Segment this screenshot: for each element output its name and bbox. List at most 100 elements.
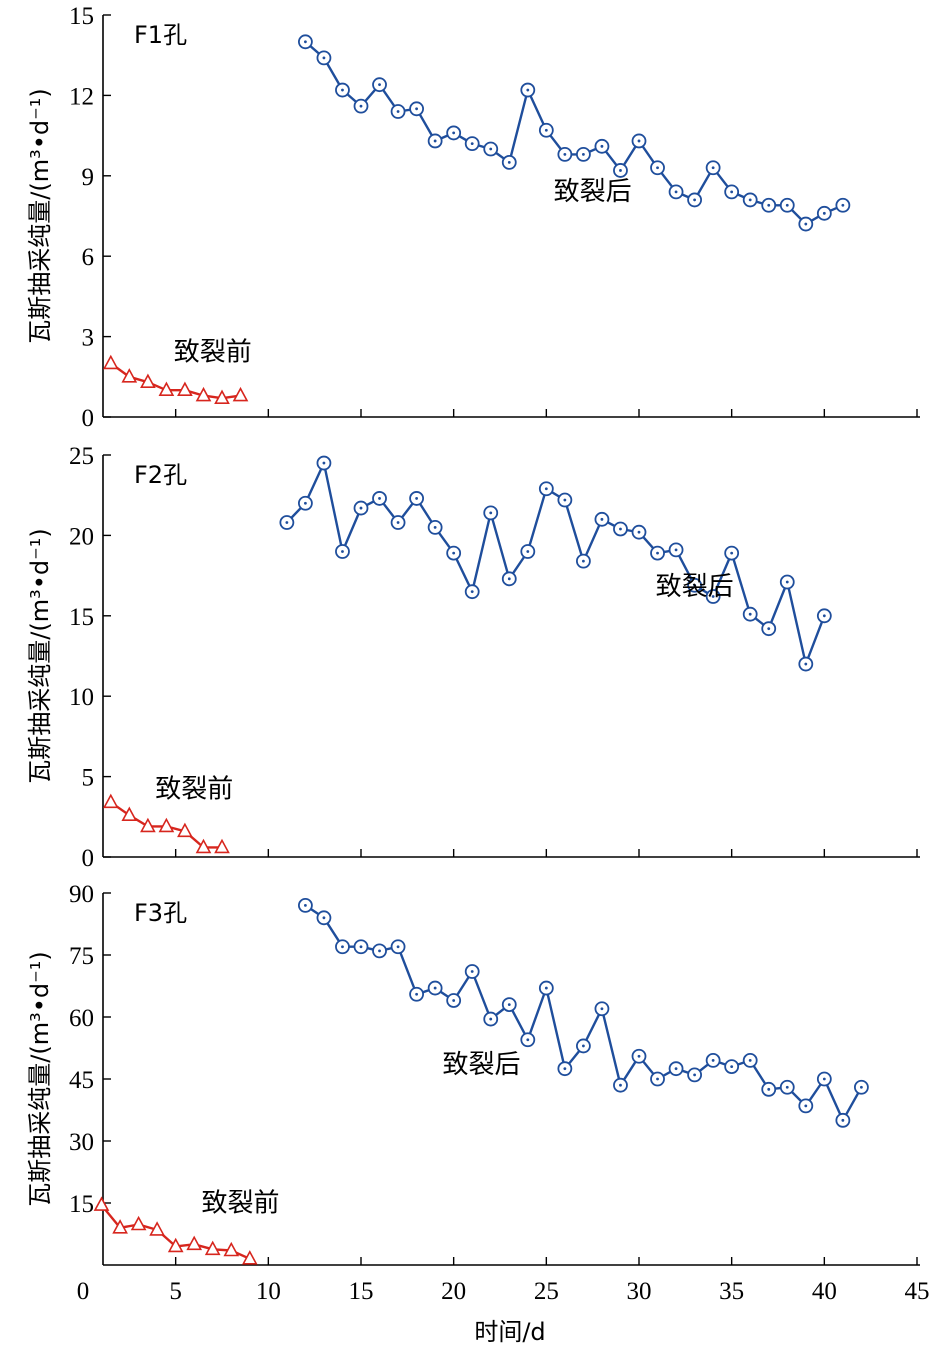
y-tick-label: 0 — [82, 845, 95, 872]
data-point-center — [711, 166, 715, 170]
x-tick-label: 20 — [441, 1278, 466, 1305]
series-after — [279, 455, 832, 672]
panel-label: F3孔 — [134, 899, 187, 927]
annotation-label: 致裂前 — [202, 1188, 280, 1218]
data-point-center — [359, 104, 363, 108]
data-point-center — [711, 595, 715, 598]
data-point-center — [544, 128, 548, 132]
data-point-center — [526, 1038, 530, 1042]
data-point-center — [452, 131, 456, 135]
y-tick-label: 60 — [69, 1005, 94, 1032]
panel-label: F2孔 — [134, 461, 187, 489]
data-point-center — [582, 152, 585, 156]
x-tick-label: 30 — [627, 1278, 652, 1305]
data-point-center — [674, 1067, 678, 1071]
data-point-center — [359, 506, 363, 510]
data-point-center — [637, 1054, 641, 1058]
y-tick-label: 75 — [69, 943, 94, 970]
data-point-center — [619, 1083, 622, 1087]
y-axis-title: 瓦斯抽采纯量/(m³•d⁻¹) — [26, 528, 54, 784]
annotation-label: 致裂后 — [554, 177, 632, 207]
y-tick-label: 15 — [69, 3, 94, 30]
data-point-center — [322, 56, 326, 60]
y-tick-label: 0 — [82, 405, 95, 432]
series-before — [102, 354, 249, 405]
data-point-center — [526, 88, 530, 92]
y-tick-label: 6 — [82, 244, 95, 271]
annotation-label: 致裂前 — [155, 775, 233, 805]
data-point-center — [489, 511, 493, 515]
x-tick-label: 45 — [905, 1278, 930, 1305]
data-point-center — [637, 139, 641, 143]
data-point-center — [730, 1065, 734, 1068]
data-point-center — [563, 1067, 567, 1071]
x-tick-label: 25 — [534, 1278, 559, 1305]
y-axis-title: 瓦斯抽采纯量/(m³•d⁻¹) — [26, 88, 54, 344]
data-point — [140, 817, 156, 833]
data-point-center — [860, 1085, 863, 1089]
data-point-center — [582, 1044, 585, 1048]
x-tick-label: 0 — [77, 1278, 90, 1305]
series-line — [304, 904, 863, 1122]
data-point-center — [322, 461, 326, 465]
data-point-center — [600, 144, 604, 148]
data-point — [121, 368, 138, 383]
data-point-center — [582, 559, 585, 563]
data-point — [102, 354, 119, 370]
data-point-center — [415, 497, 418, 500]
y-tick-label: 45 — [69, 1067, 94, 1094]
data-point-center — [730, 190, 734, 194]
data-point-center — [507, 577, 511, 581]
data-point-center — [452, 551, 456, 555]
y-tick-label: 12 — [69, 83, 94, 110]
y-tick-label: 10 — [69, 684, 94, 711]
data-point — [232, 386, 249, 402]
y-tick-label: 15 — [69, 604, 94, 631]
y-tick-label: 9 — [82, 164, 95, 191]
data-point-center — [341, 945, 344, 949]
panel-label: F1孔 — [134, 21, 187, 49]
data-point-center — [470, 142, 474, 146]
data-point-center — [396, 521, 400, 524]
data-point-center — [619, 527, 622, 531]
data-point-center — [526, 550, 530, 553]
x-tick-label: 35 — [719, 1278, 744, 1305]
series-line — [286, 461, 826, 666]
data-point-center — [415, 992, 418, 996]
data-point-center — [359, 945, 363, 949]
data-point — [177, 381, 193, 397]
data-point-center — [656, 166, 659, 170]
data-point-center — [341, 88, 344, 92]
data-point-center — [748, 1059, 752, 1062]
data-point — [93, 1196, 110, 1211]
data-point-center — [767, 1087, 771, 1091]
data-point — [140, 373, 156, 389]
series-after — [297, 34, 851, 232]
data-point-center — [785, 580, 789, 584]
data-point-center — [674, 190, 678, 194]
data-point-center — [804, 662, 808, 666]
data-point — [223, 1241, 240, 1257]
data-point-center — [804, 1104, 808, 1108]
data-point-center — [544, 487, 548, 491]
y-tick-label: 25 — [69, 443, 94, 470]
data-point-center — [841, 203, 845, 207]
data-point-center — [785, 203, 789, 207]
annotation-label: 致裂后 — [656, 572, 734, 602]
data-point — [177, 822, 193, 838]
data-point-center — [304, 40, 307, 44]
series-before — [102, 793, 230, 854]
series-after — [297, 898, 869, 1128]
data-point-center — [841, 1118, 845, 1122]
data-point-center — [748, 612, 752, 616]
y-tick-label: 15 — [69, 1191, 94, 1218]
data-point — [121, 806, 138, 822]
data-point-center — [822, 614, 826, 618]
data-point-center — [396, 945, 400, 949]
data-point — [102, 793, 119, 809]
series-before — [93, 1196, 258, 1265]
data-point-center — [507, 161, 511, 164]
data-point-center — [322, 916, 326, 920]
